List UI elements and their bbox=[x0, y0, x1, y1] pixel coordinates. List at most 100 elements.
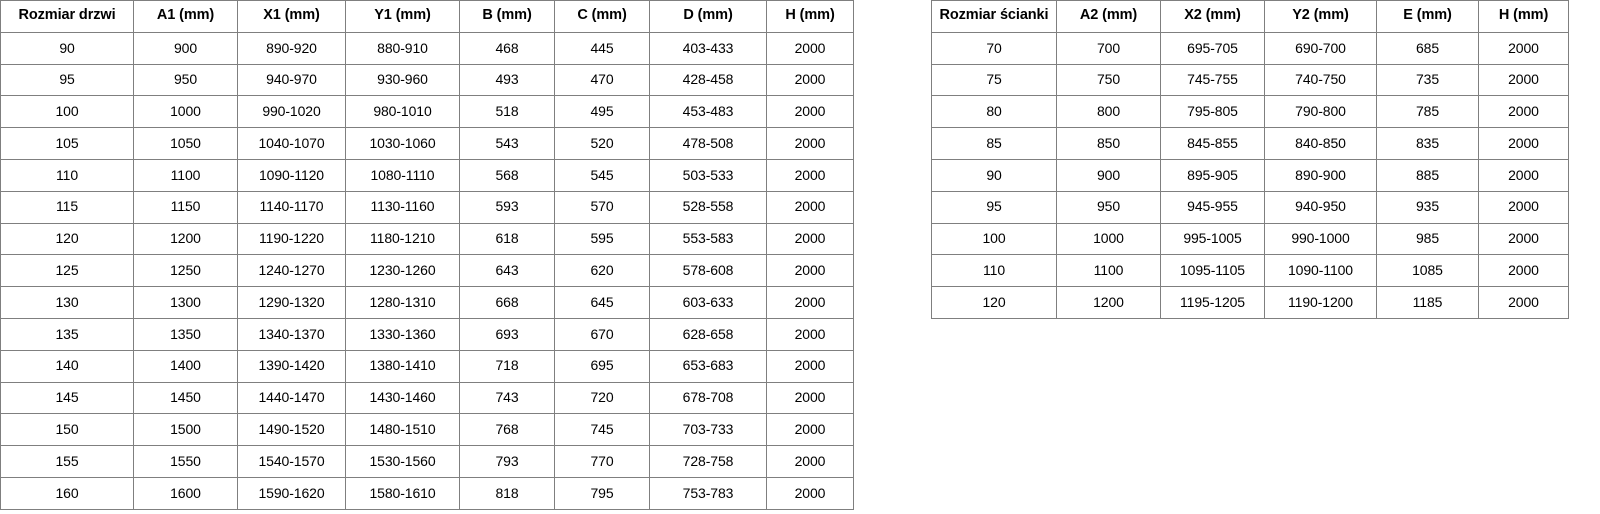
table-cell: 1190-1200 bbox=[1264, 286, 1377, 319]
table-cell: 890-920 bbox=[237, 31, 346, 65]
table-cell: 990-1020 bbox=[237, 95, 346, 129]
table-cell: 2000 bbox=[1478, 95, 1569, 129]
table-cell: 2000 bbox=[1478, 254, 1569, 288]
table-cell: 945-955 bbox=[1160, 190, 1265, 224]
table-cell: 693 bbox=[459, 317, 555, 351]
table-cell: 795 bbox=[554, 476, 650, 510]
table-cell: 745-755 bbox=[1160, 63, 1265, 97]
table-cell: 618 bbox=[459, 222, 555, 256]
table-cell: 685 bbox=[1376, 31, 1479, 65]
table-cell: 105 bbox=[0, 127, 134, 160]
table-cell: 518 bbox=[459, 95, 555, 129]
table-cell: 2000 bbox=[766, 381, 854, 415]
table-cell: 570 bbox=[554, 190, 650, 224]
table-cell: 110 bbox=[931, 254, 1057, 288]
table-cell: 1080-1110 bbox=[345, 158, 460, 192]
table-cell: 1600 bbox=[133, 476, 238, 510]
table-cell: 690-700 bbox=[1264, 31, 1377, 65]
table-cell: 495 bbox=[554, 95, 650, 129]
table-cell: 1200 bbox=[1056, 286, 1161, 319]
table-cell: 2000 bbox=[766, 476, 854, 510]
column-header: C (mm) bbox=[554, 0, 650, 33]
table-cell: 543 bbox=[459, 127, 555, 160]
table-cell: 95 bbox=[931, 190, 1057, 224]
table-cell: 120 bbox=[931, 286, 1057, 319]
table-cell: 70 bbox=[931, 31, 1057, 65]
table-row: 150 1500 1490-1520 1480-1510 768 745 703-733 20… bbox=[0, 413, 854, 447]
table-cell: 2000 bbox=[1478, 63, 1569, 97]
table-cell: 2000 bbox=[766, 31, 854, 65]
table-cell: 135 bbox=[0, 317, 134, 351]
table-row: 70 700 695-705 690-700 685 2000 bbox=[931, 31, 1569, 65]
table-cell: 2000 bbox=[1478, 158, 1569, 192]
table-cell: 1140-1170 bbox=[237, 190, 346, 224]
table-cell: 470 bbox=[554, 63, 650, 97]
table-cell: 840-850 bbox=[1264, 127, 1377, 160]
table-cell: 2000 bbox=[766, 63, 854, 97]
table-cell: 520 bbox=[554, 127, 650, 160]
table-cell: 628-658 bbox=[649, 317, 767, 351]
table-cell: 1095-1105 bbox=[1160, 254, 1265, 288]
column-header: A1 (mm) bbox=[133, 0, 238, 33]
table-cell: 940-950 bbox=[1264, 190, 1377, 224]
table-row: 130 1300 1290-1320 1280-1310 668 645 603-633 20… bbox=[0, 286, 854, 319]
table-row: 120 1200 1195-1205 1190-1200 1185 2000 bbox=[931, 286, 1569, 319]
table-cell: 980-1010 bbox=[345, 95, 460, 129]
table-cell: 930-960 bbox=[345, 63, 460, 97]
table-cell: 603-633 bbox=[649, 286, 767, 319]
table-cell: 653-683 bbox=[649, 349, 767, 383]
table-cell: 115 bbox=[0, 190, 134, 224]
table-row: 90 900 895-905 890-900 885 2000 bbox=[931, 158, 1569, 192]
table-cell: 1290-1320 bbox=[237, 286, 346, 319]
table-cell: 985 bbox=[1376, 222, 1479, 256]
column-header: E (mm) bbox=[1376, 0, 1479, 33]
table-cell: 110 bbox=[0, 158, 134, 192]
table-cell: 1280-1310 bbox=[345, 286, 460, 319]
table-cell: 578-608 bbox=[649, 254, 767, 288]
table-cell: 478-508 bbox=[649, 127, 767, 160]
column-header: D (mm) bbox=[649, 0, 767, 33]
table-cell: 100 bbox=[931, 222, 1057, 256]
table-cell: 785 bbox=[1376, 95, 1479, 129]
table-cell: 1380-1410 bbox=[345, 349, 460, 383]
table-cell: 643 bbox=[459, 254, 555, 288]
table-cell: 728-758 bbox=[649, 445, 767, 478]
table-cell: 1040-1070 bbox=[237, 127, 346, 160]
table-cell: 950 bbox=[133, 63, 238, 97]
table-cell: 1000 bbox=[1056, 222, 1161, 256]
table-cell: 1180-1210 bbox=[345, 222, 460, 256]
table-row: 90 900 890-920 880-910 468 445 403-433 2000 bbox=[0, 31, 854, 65]
table-cell: 743 bbox=[459, 381, 555, 415]
table-cell: 155 bbox=[0, 445, 134, 478]
table-cell: 2000 bbox=[766, 95, 854, 129]
table-cell: 130 bbox=[0, 286, 134, 319]
table-cell: 1100 bbox=[1056, 254, 1161, 288]
table-cell: 790-800 bbox=[1264, 95, 1377, 129]
table-cell: 695-705 bbox=[1160, 31, 1265, 65]
table-row: 135 1350 1340-1370 1330-1360 693 670 628-658 20… bbox=[0, 317, 854, 351]
table-cell: 145 bbox=[0, 381, 134, 415]
wall-table-body: 70 700 695-705 690-700 685 2000 75 750 745-755 74… bbox=[931, 31, 1569, 319]
column-header: A2 (mm) bbox=[1056, 0, 1161, 33]
table-cell: 2000 bbox=[766, 158, 854, 192]
table-cell: 1550 bbox=[133, 445, 238, 478]
table-cell: 800 bbox=[1056, 95, 1161, 129]
table-cell: 2000 bbox=[766, 190, 854, 224]
door-table-body: 90 900 890-920 880-910 468 445 403-433 2000 95 95… bbox=[0, 31, 854, 510]
table-cell: 528-558 bbox=[649, 190, 767, 224]
table-cell: 493 bbox=[459, 63, 555, 97]
table-row: 145 1450 1440-1470 1430-1460 743 720 678-708 20… bbox=[0, 381, 854, 415]
table-cell: 720 bbox=[554, 381, 650, 415]
column-header: Rozmiar ścianki bbox=[931, 0, 1057, 33]
table-cell: 1185 bbox=[1376, 286, 1479, 319]
table-cell: 1340-1370 bbox=[237, 317, 346, 351]
table-cell: 1440-1470 bbox=[237, 381, 346, 415]
wall-table-head: Rozmiar ścianki A2 (mm) X2 (mm) Y2 (mm) E (m… bbox=[931, 0, 1569, 33]
table-row: 75 750 745-755 740-750 735 2000 bbox=[931, 63, 1569, 97]
table-cell: 1030-1060 bbox=[345, 127, 460, 160]
table-cell: 885 bbox=[1376, 158, 1479, 192]
table-cell: 593 bbox=[459, 190, 555, 224]
table-cell: 2000 bbox=[1478, 127, 1569, 160]
table-cell: 2000 bbox=[766, 222, 854, 256]
table-row: 110 1100 1095-1105 1090-1100 1085 2000 bbox=[931, 254, 1569, 288]
